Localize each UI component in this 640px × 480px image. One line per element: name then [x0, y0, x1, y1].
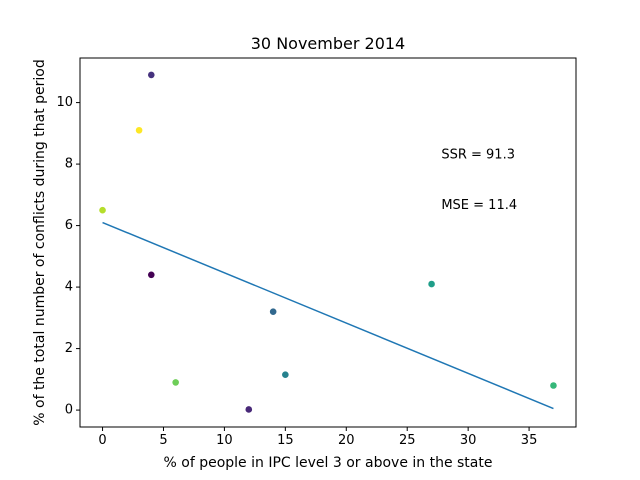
y-axis-label: % of the total number of conflicts durin… — [32, 59, 48, 426]
y-tick-label: 8 — [65, 157, 73, 172]
y-tick-label: 0 — [65, 403, 73, 418]
x-tick-label: 20 — [338, 433, 355, 448]
x-axis-label: % of people in IPC level 3 or above in t… — [164, 455, 493, 471]
y-tick-label: 4 — [65, 280, 73, 295]
x-tick-label: 30 — [460, 433, 477, 448]
x-tick-label: 15 — [277, 433, 294, 448]
annotation-2: MSE = 11.4 — [441, 198, 517, 213]
data-point-8 — [172, 379, 179, 386]
data-point-6 — [269, 308, 277, 315]
x-tick-label: 10 — [216, 433, 233, 448]
y-tick-label: 6 — [65, 218, 73, 233]
y-tick-label: 2 — [65, 341, 73, 356]
data-point-9 — [245, 406, 253, 413]
data-point-1 — [147, 71, 155, 79]
plot-area: SSR = 91.3 MSE = 11.4 — [99, 71, 557, 413]
y-tick-label: 10 — [56, 95, 73, 110]
data-point-7 — [282, 371, 289, 379]
data-point-4 — [147, 271, 155, 279]
data-point-10 — [550, 382, 557, 389]
x-tick-label: 25 — [399, 433, 416, 448]
regression-line — [102, 221, 554, 410]
annotation-1: SSR = 91.3 — [441, 147, 515, 162]
x-tick-label: 35 — [521, 433, 538, 448]
data-point-5 — [428, 280, 435, 288]
data-point-2 — [135, 126, 143, 134]
data-point-3 — [99, 206, 106, 214]
x-tick-label: 5 — [159, 433, 167, 448]
chart-title: 30 November 2014 — [251, 34, 405, 53]
axis-ticks: 0 5 10 15 20 25 30 35 0 2 4 6 8 10 — [56, 95, 537, 448]
x-tick-label: 0 — [98, 433, 106, 448]
axes-frame — [79, 57, 577, 428]
